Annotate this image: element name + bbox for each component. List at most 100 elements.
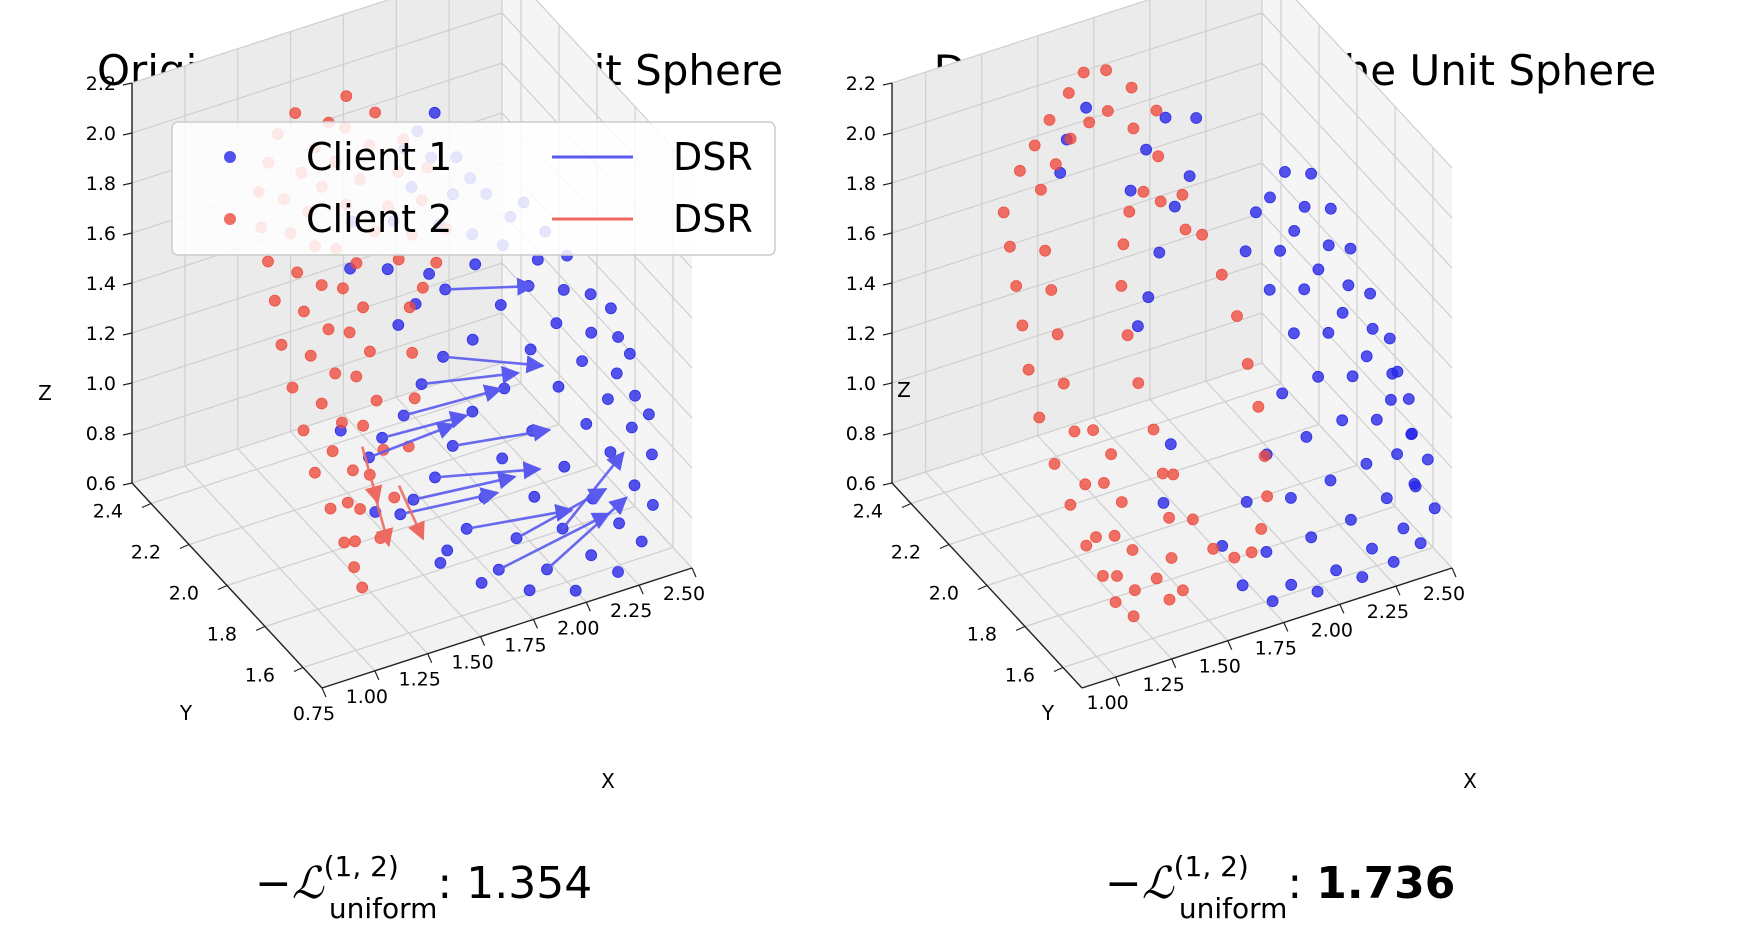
metric-minus: − (255, 858, 292, 909)
client1-point (1276, 387, 1289, 400)
client2-point (1255, 523, 1268, 535)
client1-point (1366, 542, 1378, 555)
client2-point (1043, 114, 1056, 126)
client2-point (1163, 511, 1175, 524)
client1-point (441, 544, 454, 557)
client2-point (1252, 400, 1265, 413)
z-tick (122, 182, 133, 186)
z-tick-label: 1.4 (86, 273, 116, 295)
y-tick (1053, 666, 1064, 673)
dsr-arrow-client1 (498, 512, 611, 571)
z-tick-label: 1.8 (846, 173, 876, 195)
y-tick (939, 543, 950, 550)
z-gridline (131, 0, 693, 169)
metric-symbol: ℒ (292, 858, 325, 909)
dsr-arrow-client1 (368, 421, 456, 459)
client2-point (336, 282, 349, 295)
z-gridline (891, 112, 1453, 319)
z-tick (882, 282, 893, 286)
client2-point (1207, 542, 1220, 555)
client2-point (289, 107, 302, 119)
client2-point (1150, 572, 1163, 585)
client2-point (1132, 377, 1145, 390)
client1-point (576, 355, 588, 368)
client2-point (1100, 64, 1112, 77)
client1-point (1274, 244, 1286, 257)
z-tick-label: 0.6 (86, 473, 116, 495)
client2-point (343, 326, 356, 339)
client1-point (1385, 393, 1397, 406)
x-axis-line (321, 567, 693, 689)
client1-point (1285, 491, 1297, 504)
client2-point (1117, 238, 1130, 251)
client2-point (315, 279, 328, 292)
client2-point (1016, 319, 1029, 332)
client2-point (1004, 240, 1016, 253)
x-tick (1395, 585, 1401, 596)
z-tick (122, 332, 133, 336)
client1-point (1264, 191, 1276, 204)
client2-point (1062, 87, 1075, 99)
metric-subscript: uniform (329, 892, 438, 925)
client1-point (1360, 457, 1373, 470)
client1-point (1305, 531, 1318, 544)
client1-point (558, 460, 571, 473)
client1-point (1164, 438, 1177, 451)
dsr-arrow-client1 (381, 410, 469, 440)
y-tick (1015, 625, 1026, 632)
client1-point (1285, 578, 1298, 591)
client1-point (528, 490, 541, 503)
client2-point (1051, 328, 1064, 341)
client1-point (1159, 111, 1172, 124)
z-tick-label: 2.2 (86, 73, 116, 95)
client1-point (1288, 327, 1300, 340)
x-tick (374, 670, 380, 681)
client1-point (625, 421, 638, 434)
axes-3d: 0.75 1.00 1.25 1.50 1.75 2.00 2.25 2.50 1.6 1.8 2.… (86, 0, 705, 725)
client2-point (1087, 424, 1099, 437)
dsr-arrow-client1 (445, 277, 536, 296)
x-tick-label: 2.00 (557, 617, 599, 639)
client2-point (1215, 268, 1228, 281)
legend-label-client1: Client 1 (306, 135, 452, 179)
x-tick-label: 1.00 (346, 686, 388, 708)
client2-point (350, 257, 363, 270)
client2-point (1115, 279, 1128, 292)
dsr-arrows (360, 277, 628, 571)
z-tick-label: 1.6 (86, 223, 116, 245)
client2-point (354, 503, 367, 515)
dsr-arrow-client1 (413, 471, 517, 501)
client2-point (268, 294, 281, 307)
client1-point (392, 319, 405, 331)
x-tick (1227, 640, 1233, 650)
x-axis-label: X (601, 769, 615, 793)
client1-point (1080, 101, 1092, 114)
client1-point (1240, 495, 1253, 508)
x-tick (427, 653, 433, 663)
metric-value: 1.354 (466, 858, 592, 909)
z-tick-label: 1.0 (86, 373, 116, 395)
metric-caption: −ℒ(1, 2) uniform: 1.354 (255, 850, 592, 925)
y-tick (901, 502, 912, 509)
legend-marker-client1 (224, 151, 236, 163)
client2-point (1127, 610, 1140, 623)
dsr-arrow-client1 (546, 496, 628, 571)
client1-point (1342, 279, 1355, 292)
x-tick-label: 1.75 (504, 634, 546, 656)
z-tick-label: 0.6 (846, 473, 876, 495)
client2-point (408, 392, 421, 405)
client1-point (1305, 167, 1317, 180)
x-tick-label: 2.50 (663, 583, 705, 605)
client2-point (430, 256, 443, 269)
z-tick-label: 1.8 (86, 173, 116, 195)
client1-point (1236, 579, 1249, 592)
client1-point (1387, 556, 1400, 568)
y-tick (977, 584, 988, 591)
client2-point (324, 502, 337, 515)
z-tick-label: 2.0 (86, 123, 116, 145)
client1-point (624, 347, 636, 360)
client2-point (291, 266, 304, 279)
y-tick-label: 1.6 (1005, 665, 1035, 687)
client2-point (1022, 363, 1035, 376)
client1-point (1250, 206, 1262, 219)
